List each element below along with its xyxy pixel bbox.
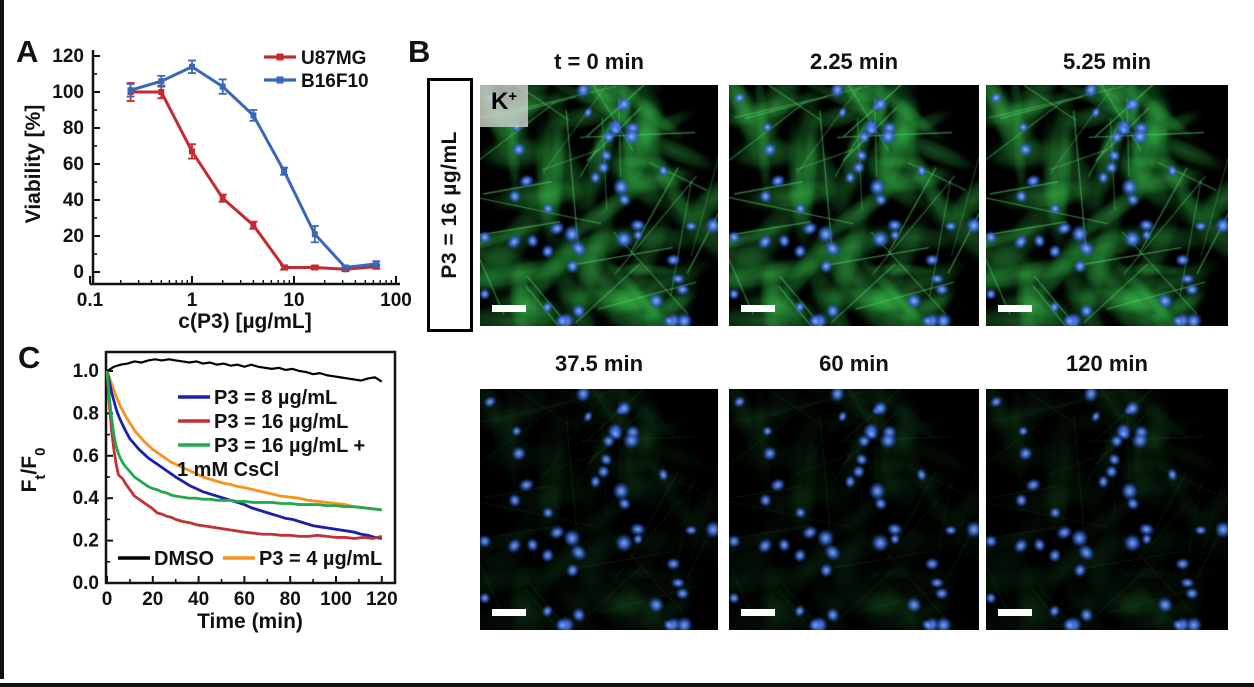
series-line-B16F10 <box>130 65 377 270</box>
series-line-P3 = 4 µg/mL <box>105 370 382 512</box>
a-x-tick-label: 10 <box>283 290 304 311</box>
a-y-tick-label: 0 <box>73 262 84 283</box>
micrograph-canvas <box>480 389 718 630</box>
c-y-axis-label: Ft/F0 <box>18 448 49 493</box>
c-x-tick-label: 20 <box>142 589 163 610</box>
a-y-axis-label: Viability [%] <box>22 105 45 224</box>
data-marker <box>311 231 318 238</box>
scale-bar <box>492 609 526 616</box>
c-x-tick-label: 0 <box>102 589 113 610</box>
data-marker <box>127 87 134 94</box>
ion-label-charge: + <box>508 88 518 105</box>
legend-label: P3 = 16 µg/mL + <box>214 435 365 457</box>
legend-label: DMSO <box>154 548 214 570</box>
panel-b-label: B <box>408 34 431 69</box>
series-line-P3 = 16 µg/mL <box>105 370 383 540</box>
micrograph-image <box>986 85 1228 326</box>
c-y-tick-label: 0.8 <box>73 403 99 424</box>
legend-marker <box>276 76 284 84</box>
c-plot-frame <box>104 350 397 585</box>
data-marker <box>281 168 288 175</box>
c-y-tick-label: 1.0 <box>73 361 99 382</box>
micrograph-title: 120 min <box>1066 351 1148 376</box>
series-line-DMSO <box>106 358 383 383</box>
scale-bar <box>741 609 775 616</box>
data-marker <box>250 222 257 229</box>
series-line-P3 = 16 µg/mL + 1 mM CsCl <box>105 370 382 512</box>
data-marker <box>342 264 349 271</box>
data-marker <box>250 112 257 119</box>
data-marker <box>158 78 165 85</box>
c-x-tick-label: 100 <box>320 589 352 610</box>
legend-label: 1 mM CsCl <box>177 459 279 481</box>
c-y-tick-label: 0.0 <box>73 573 99 594</box>
c-y-tick-label: 0.4 <box>73 488 100 509</box>
data-marker <box>219 195 226 202</box>
data-marker <box>158 89 165 95</box>
c-x-tick-label: 120 <box>366 589 398 610</box>
a-y-tick-label: 20 <box>63 226 84 247</box>
micrograph-canvas <box>986 389 1228 630</box>
legend-label: U87MG <box>301 48 366 69</box>
micrograph-canvas <box>986 85 1228 326</box>
micrograph-title: 60 min <box>819 351 889 376</box>
micrograph-image <box>729 389 979 630</box>
series-line-P3 = 8 µg/mL <box>105 370 383 540</box>
micrograph-canvas <box>729 85 979 326</box>
micrograph-image <box>729 85 979 326</box>
micrograph-image <box>986 389 1228 630</box>
condition-label: P3 = 16 µg/mL <box>438 131 461 279</box>
a-x-tick-label: 0.1 <box>77 290 104 311</box>
c-x-tick-label: 40 <box>188 589 209 610</box>
micrograph-image <box>480 389 718 630</box>
scale-bar <box>741 305 775 312</box>
data-marker <box>219 83 226 90</box>
a-y-tick-label: 120 <box>52 46 84 67</box>
micrograph-title: 5.25 min <box>1062 49 1152 74</box>
c-x-tick-label: 60 <box>234 589 255 610</box>
panel-a-label: A <box>16 34 39 69</box>
ion-label-badge: K + <box>480 85 528 127</box>
a-y-tick-label: 40 <box>63 190 84 211</box>
a-y-tick-label: 100 <box>52 82 84 103</box>
c-y-tick-label: 0.2 <box>73 531 99 552</box>
micrograph-canvas <box>729 389 979 630</box>
a-x-tick-label: 1 <box>187 290 198 311</box>
bottom-edge-bar <box>0 683 1254 687</box>
ion-label: K <box>490 88 509 115</box>
data-marker <box>373 260 380 267</box>
micrograph-title: 2.25 min <box>809 49 899 74</box>
legend-label: P3 = 8 µg/mL <box>214 387 337 409</box>
micrograph-title: 37.5 min <box>554 351 644 376</box>
legend-label: P3 = 4 µg/mL <box>259 548 382 570</box>
condition-label-box: P3 = 16 µg/mL <box>427 78 473 332</box>
data-marker <box>281 264 288 271</box>
efflux-chart: 0.0 0.2 0.4 0.6 0.8 1.0 0 20 40 60 80 100 120 Time (m… <box>18 350 398 633</box>
scale-bar <box>998 305 1032 312</box>
a-x-axis-label: c(P3) [µg/mL] <box>178 310 311 333</box>
left-edge-bar <box>0 0 4 679</box>
c-y-tick-label: 0.6 <box>73 446 99 467</box>
a-y-tick-label: 80 <box>63 118 84 139</box>
data-marker <box>189 148 195 155</box>
a-y-tick-label: 60 <box>63 154 84 175</box>
data-marker <box>189 63 195 70</box>
viability-chart: 0 20 40 60 80 100 120 0.1 1 10 100 c(P3) [µg/mL] Via… <box>22 46 412 333</box>
legend-label: P3 = 16 µg/mL <box>214 411 348 433</box>
legend-marker <box>276 53 284 61</box>
legend-label: B16F10 <box>301 71 369 92</box>
c-x-axis-label: Time (min) <box>197 610 303 633</box>
data-marker <box>311 264 318 271</box>
scale-bar <box>492 305 526 312</box>
a-x-tick-label: 100 <box>380 290 412 311</box>
scale-bar <box>998 609 1032 616</box>
c-x-tick-label: 80 <box>280 589 301 610</box>
micrograph-title: t = 0 min <box>554 49 644 74</box>
panel-c-label: C <box>18 340 41 375</box>
